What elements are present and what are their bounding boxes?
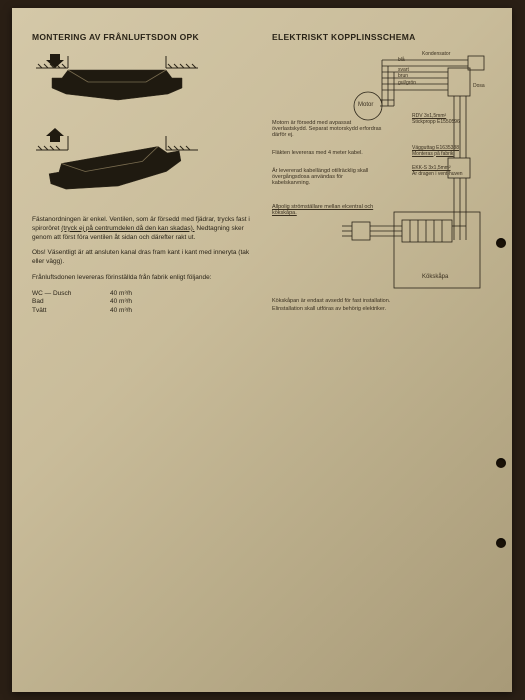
para1-underline: (tryck ej på centrumdelen då den kan ska… — [61, 225, 194, 232]
left-column: MONTERING AV FRÅNLUFTSDON OPK — [32, 32, 256, 316]
cable3b-text: Är dragen i vent-huven — [412, 171, 463, 177]
spec-row: Bad 40 m³/h — [32, 298, 256, 307]
para-mounting: Fästanordningen är enkel. Ventilen, som … — [32, 216, 256, 242]
vent-diagram-top — [32, 54, 202, 122]
spec-label: WC — Dusch — [32, 290, 110, 299]
note-switch: Allpolig strömställare mellan elcentral … — [272, 204, 382, 216]
paper-sheet: MONTERING AV FRÅNLUFTSDON OPK — [12, 8, 512, 692]
note-cable: Fläkten levereras med 4 meter kabel. — [272, 150, 382, 156]
note-splice: Är levererad kabellängd otillräcklig ska… — [272, 168, 382, 186]
punch-hole-icon — [496, 238, 506, 248]
label-gulgron: gul/grön — [398, 81, 416, 87]
spec-value: 40 m³/h — [110, 307, 132, 316]
left-body-text: Fästanordningen är enkel. Ventilen, som … — [32, 216, 256, 316]
label-brun: brun — [398, 74, 408, 80]
label-ekk: EKK-S 3x1,5mm² Är dragen i vent-huven — [412, 166, 492, 177]
spec-row: WC — Dusch 40 m³/h — [32, 290, 256, 299]
spec-row: Tvätt 40 m³/h — [32, 307, 256, 316]
para-obs: Obs! Väsentligt är att ansluten kanal dr… — [32, 249, 256, 267]
cable1b-text: Stickpropp E1550596 — [412, 119, 460, 125]
spec-value: 40 m³/h — [110, 298, 132, 307]
label-bla: blå — [398, 58, 405, 64]
right-heading: ELEKTRISKT KOPPLINSSCHEMA — [272, 32, 492, 42]
label-kondensator: Kondensator — [422, 52, 450, 58]
spec-label: Tvätt — [32, 307, 110, 316]
note-motor: Motorn är försedd med avpassat överlasts… — [272, 120, 382, 138]
label-dosa: Dosa — [473, 84, 485, 90]
left-heading: MONTERING AV FRÅNLUFTSDON OPK — [32, 32, 256, 42]
label-motor: Motor — [358, 102, 373, 109]
two-column-layout: MONTERING AV FRÅNLUFTSDON OPK — [32, 32, 492, 316]
cable2b-text: Monteras på fabrik — [412, 151, 453, 157]
label-vagguttag: Vägguttag E1635388 Monteras på fabrik — [412, 146, 492, 157]
punch-hole-icon — [496, 458, 506, 468]
wiring-schematic: Kondensator blå svart brun gul/grön Dosa… — [272, 54, 492, 314]
label-rdv: RDV 3x1,5mm² Stickpropp E1550596 — [412, 114, 492, 125]
note-electrician: Elinstallation skall utföras av behörig … — [272, 306, 492, 312]
spec-value: 40 m³/h — [110, 290, 132, 299]
right-column: ELEKTRISKT KOPPLINSSCHEMA — [272, 32, 492, 316]
label-kokskapa: Kökskåpa — [422, 274, 448, 281]
vent-diagram-angled — [32, 128, 202, 206]
spec-label: Bad — [32, 298, 110, 307]
para-preset: Frånluftsdonen levereras förinställda fr… — [32, 274, 256, 283]
note-fixed: Kökskåpan är endast avsedd för fast inst… — [272, 298, 492, 304]
spec-list: WC — Dusch 40 m³/h Bad 40 m³/h Tvätt 40 … — [32, 290, 256, 316]
punch-hole-icon — [496, 538, 506, 548]
